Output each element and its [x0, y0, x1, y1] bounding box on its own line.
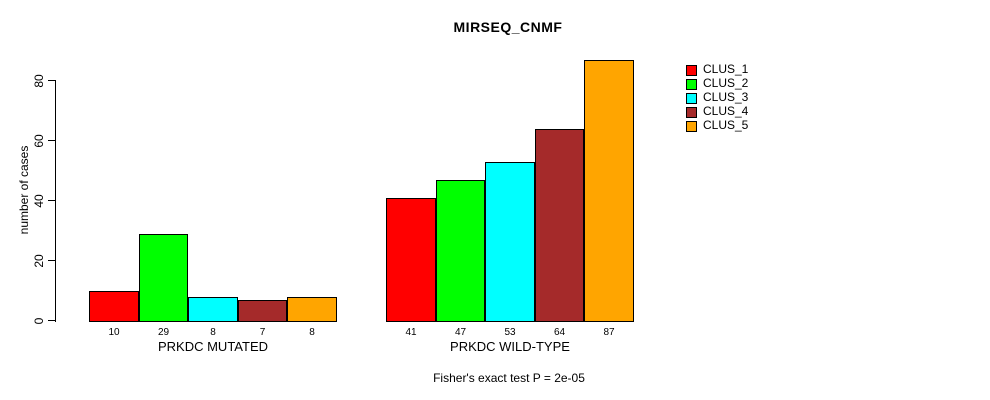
legend-label-clus_1: CLUS_1	[703, 62, 749, 76]
group-label-2: PRKDC WILD-TYPE	[450, 339, 570, 354]
bar-clus_2-group1	[139, 234, 188, 322]
bar-clus_3-group1	[188, 297, 238, 322]
bar-clus_4-group2	[535, 129, 584, 322]
legend-swatch-clus_2	[686, 79, 697, 90]
bar-clus_1-group2	[386, 198, 436, 322]
bar-value-label: 53	[504, 327, 516, 338]
legend-swatch-clus_5	[686, 121, 697, 132]
bar-value-label: 8	[309, 327, 315, 338]
y-tick-label: 40	[32, 194, 46, 208]
legend-label-clus_4: CLUS_4	[703, 104, 749, 118]
y-tick-mark	[48, 260, 56, 261]
y-axis-label: number of cases	[17, 145, 31, 235]
bar-clus_5-group1	[287, 297, 337, 322]
bar-clus_4-group1	[238, 300, 287, 322]
y-tick-label: 20	[32, 254, 46, 268]
chart-title: MIRSEQ_CNMF	[453, 19, 563, 35]
bar-clus_3-group2	[485, 162, 535, 322]
y-axis-line	[55, 81, 56, 322]
bar-value-label: 64	[553, 327, 566, 338]
y-tick-label: 80	[32, 74, 46, 88]
legend-swatch-clus_1	[686, 65, 697, 76]
bar-value-label: 10	[108, 327, 120, 338]
y-tick-mark	[48, 140, 56, 141]
bar-value-label: 41	[405, 327, 417, 338]
legend-label-clus_3: CLUS_3	[703, 90, 749, 104]
fisher-test-annotation: Fisher's exact test P = 2e-05	[433, 371, 585, 385]
bar-clus_1-group1	[89, 291, 139, 322]
bar-value-label: 87	[603, 327, 615, 338]
y-tick-label: 60	[32, 134, 46, 148]
legend-label-clus_2: CLUS_2	[703, 76, 749, 90]
bar-value-label: 47	[454, 327, 467, 338]
y-tick-label: 0	[32, 317, 46, 325]
bar-clus_5-group2	[584, 60, 634, 322]
legend-swatch-clus_4	[686, 107, 697, 118]
legend-label-clus_5: CLUS_5	[703, 118, 749, 132]
y-tick-mark	[48, 320, 56, 321]
bar-value-label: 7	[259, 327, 266, 338]
y-tick-mark	[48, 200, 56, 201]
bar-clus_2-group2	[436, 180, 485, 322]
bar-value-label: 8	[210, 327, 216, 338]
group-label-1: PRKDC MUTATED	[157, 339, 269, 354]
bar-value-label: 29	[157, 327, 170, 338]
legend-swatch-clus_3	[686, 93, 697, 104]
y-tick-mark	[48, 80, 56, 81]
